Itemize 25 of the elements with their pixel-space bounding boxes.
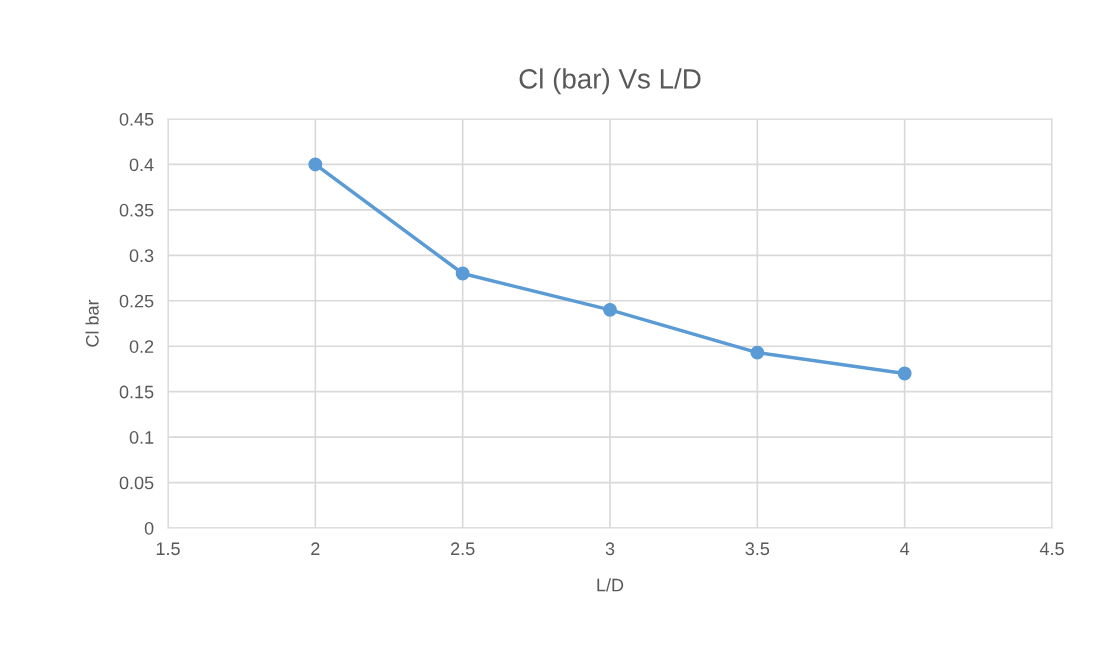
point	[455, 266, 470, 281]
y-tick-label: 0.25	[119, 294, 154, 308]
y-tick-label: 0	[144, 521, 154, 535]
chart-title: Cl (bar) Vs L/D	[519, 68, 701, 95]
y-tick-label: 0.4	[129, 158, 154, 172]
y-tick-label: 0.45	[119, 112, 154, 126]
y-tick-label: 0.35	[119, 203, 154, 217]
y-tick-label: 0.3	[129, 249, 154, 263]
x-tick-label: 1.5	[156, 542, 180, 556]
y-tick-label: 0.05	[119, 476, 154, 490]
y-tick-label: 0.15	[119, 385, 154, 399]
y-tick-label: 0.2	[129, 340, 154, 353]
point	[750, 345, 765, 360]
x-tick-label: 4.5	[1039, 542, 1064, 556]
x-tick-label: 2.5	[451, 542, 475, 556]
x-tick-label: 2	[311, 542, 320, 555]
x-tick-label: 3	[605, 542, 615, 556]
x-tick-label: 4	[900, 542, 910, 555]
point	[603, 302, 617, 317]
point	[308, 157, 323, 172]
x-axis-title: L/D	[597, 578, 624, 592]
point	[897, 366, 912, 381]
y-axis-title: Cl bar	[85, 299, 99, 347]
y-tick-label: 0.1	[129, 431, 154, 444]
x-tick-label: 3.5	[745, 542, 770, 556]
